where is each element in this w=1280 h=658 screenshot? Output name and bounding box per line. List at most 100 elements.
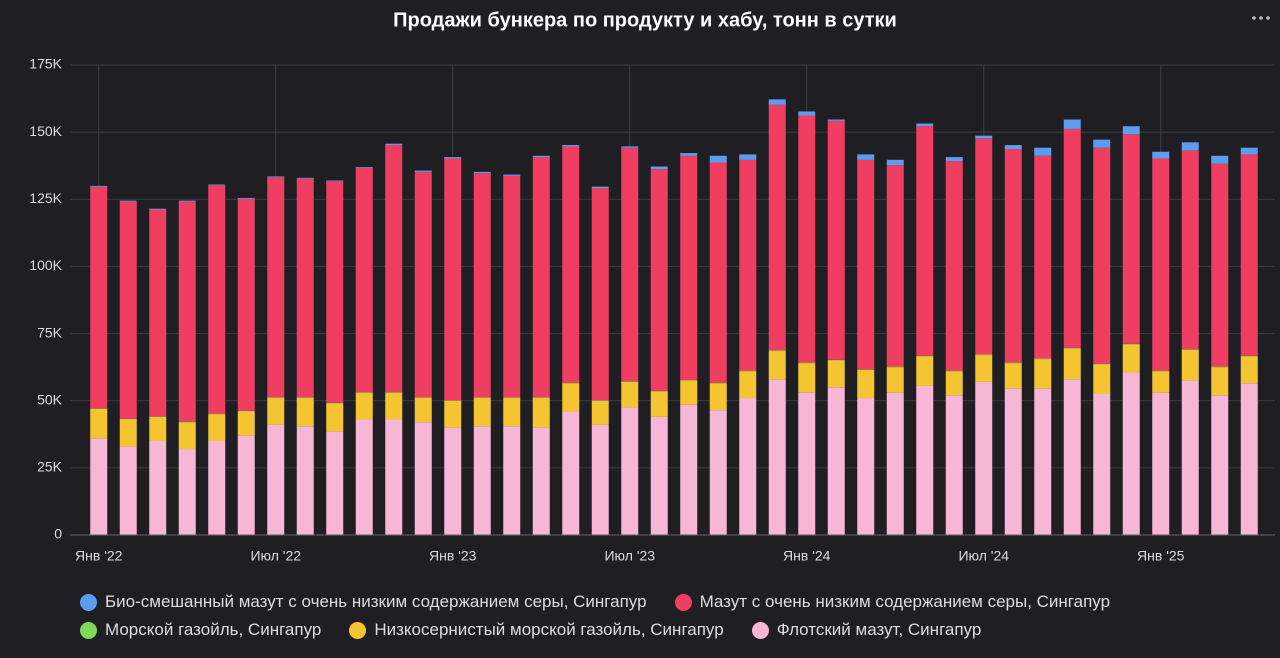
bar-segment	[90, 185, 108, 187]
bar-segment	[237, 410, 255, 412]
bar-segment	[857, 159, 875, 370]
bar-segment	[444, 400, 462, 428]
bar-segment	[1004, 145, 1022, 150]
bar-segment	[1240, 355, 1258, 357]
bar-segment	[562, 146, 580, 383]
bar-segment	[326, 402, 344, 404]
bar-segment	[90, 438, 108, 535]
bar-segment	[739, 370, 757, 372]
bar-segment	[414, 170, 432, 172]
bar-segment	[975, 354, 993, 356]
bar-segment	[768, 379, 786, 535]
bar-segment	[414, 171, 432, 398]
bar-segment	[267, 397, 285, 399]
legend-item[interactable]: Морской газойль, Сингапур	[80, 620, 321, 640]
bar-segment	[119, 418, 137, 420]
bar-segment	[326, 180, 344, 182]
legend-swatch	[80, 621, 97, 639]
bar-segment	[237, 198, 255, 411]
bar-segment	[650, 391, 668, 417]
bar-segment	[119, 446, 137, 535]
bar-segment	[739, 398, 757, 535]
bar-segment	[621, 381, 639, 408]
bar-segment	[1063, 128, 1081, 348]
bar-segment	[857, 369, 875, 399]
y-tick-label: 100K	[29, 257, 62, 273]
legend-item[interactable]: Флотский мазут, Сингапур	[751, 620, 981, 640]
chart: Продажи бункера по продукту и хабу, тонн…	[29, 9, 1275, 564]
bar-segment	[326, 431, 344, 535]
legend-item[interactable]: Био-смешанный мазут с очень низким содер…	[80, 592, 647, 612]
bar-segment	[473, 426, 491, 535]
bar-segment	[1211, 155, 1229, 164]
bar-segment	[1122, 344, 1140, 373]
bar-segment	[1240, 383, 1258, 535]
bar-segment	[414, 398, 432, 423]
bar-segment	[975, 135, 993, 139]
bar-segment	[1152, 158, 1170, 371]
bar-segment	[503, 174, 521, 176]
bar-segment	[473, 398, 491, 427]
bar-segment	[886, 159, 904, 166]
bar-segment	[798, 392, 816, 535]
bar-segment	[739, 154, 757, 160]
bar-segment	[237, 435, 255, 535]
bar-segment	[916, 355, 934, 357]
bar-segment	[208, 413, 226, 415]
bar-segment	[1093, 147, 1111, 364]
bar-segment	[267, 424, 285, 535]
bar-segment	[1093, 364, 1111, 394]
bar-segment	[178, 449, 196, 535]
bar-segment	[798, 362, 816, 364]
legend-label: Био-смешанный мазут с очень низким содер…	[105, 592, 647, 611]
bar-segment	[1004, 362, 1022, 364]
bar-segment	[267, 177, 285, 398]
bar-segment	[178, 421, 196, 423]
bar-segment	[680, 380, 698, 381]
bar-segment	[267, 176, 285, 178]
bar-segment	[149, 416, 167, 441]
bar-segment	[916, 385, 934, 535]
bar-segment	[886, 366, 904, 368]
x-tick-label: Янв '24	[783, 548, 831, 564]
bar-segment	[1152, 370, 1170, 372]
bar-segment	[709, 383, 727, 411]
bar-segment	[1122, 134, 1140, 344]
legend-item[interactable]: Мазут с очень низким содержанием серы, С…	[674, 592, 1110, 612]
bar-segment	[798, 115, 816, 363]
legend-swatch	[674, 593, 692, 611]
bar-segment	[1063, 347, 1081, 349]
bar-segment	[355, 167, 373, 393]
bar-segment	[473, 397, 491, 399]
bar-segment	[1034, 358, 1052, 360]
bar-segment	[532, 398, 550, 428]
bar-segment	[532, 427, 550, 535]
bar-segment	[1181, 142, 1199, 151]
bar-segment	[296, 397, 314, 399]
legend-label: Морской газойль, Сингапур	[105, 620, 322, 639]
bar-segment	[385, 392, 403, 420]
menu-icon[interactable]	[1252, 16, 1270, 20]
bar-segment	[473, 173, 491, 398]
bar-segment	[326, 181, 344, 403]
bar-segment	[1063, 348, 1081, 380]
bar-segment	[975, 381, 993, 535]
bar-segment	[709, 162, 727, 383]
legend-item[interactable]: Низкосернистый морской газойль, Сингапур	[349, 620, 724, 640]
bar-segment	[149, 209, 167, 417]
bar-segment	[680, 404, 698, 535]
bar-segment	[1240, 356, 1258, 384]
bar-segment	[886, 367, 904, 393]
x-tick-label: Июл '22	[250, 548, 301, 564]
bar-segment	[562, 411, 580, 535]
bar-segment	[1152, 371, 1170, 393]
bar-segment	[798, 363, 816, 393]
bar-segment	[1181, 349, 1199, 350]
bar-segment	[886, 165, 904, 367]
bar-segment	[296, 178, 314, 398]
bar-segment	[562, 145, 580, 147]
bar-segment	[1034, 388, 1052, 535]
bar-segment	[621, 147, 639, 382]
bar-segment	[709, 382, 727, 384]
legend: Био-смешанный мазут с очень низким содер…	[70, 592, 1240, 640]
